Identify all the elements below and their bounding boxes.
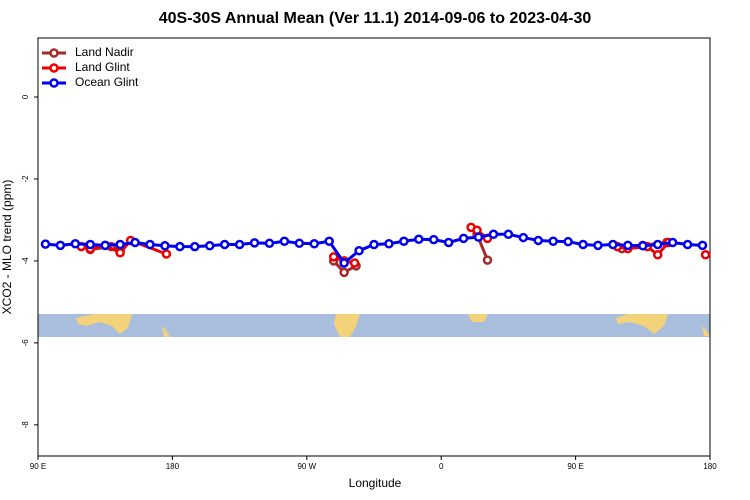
data-point xyxy=(40,239,51,249)
data-point xyxy=(518,232,529,243)
data-point xyxy=(700,250,711,260)
data-point xyxy=(623,240,633,251)
x-axis-label: Longitude xyxy=(349,476,402,490)
data-point xyxy=(667,237,678,248)
map-strip xyxy=(38,314,710,337)
data-point xyxy=(115,247,125,258)
data-point xyxy=(234,239,245,250)
legend-label: Land Glint xyxy=(75,60,130,74)
data-point xyxy=(219,239,230,250)
y-tick-label: 0 xyxy=(21,94,30,99)
data-point xyxy=(324,236,334,247)
data-point xyxy=(563,236,573,247)
data-point xyxy=(488,229,499,240)
x-tick-label: 90 E xyxy=(30,462,46,471)
data-point xyxy=(384,238,394,249)
data-point xyxy=(349,258,360,268)
data-point xyxy=(339,258,349,268)
y-axis-label: XCO2 - MLO trend (ppm) xyxy=(0,180,14,315)
data-point xyxy=(578,239,588,250)
plot-frame xyxy=(37,37,711,457)
data-point xyxy=(458,233,469,244)
data-point xyxy=(264,238,275,249)
data-point xyxy=(161,249,172,259)
data-point xyxy=(428,234,439,245)
data-point xyxy=(443,237,454,248)
legend-marker xyxy=(49,48,59,58)
data-point xyxy=(85,239,96,250)
y-tick-label: -8 xyxy=(21,421,30,429)
y-tick-label: -4 xyxy=(21,257,30,265)
data-point xyxy=(145,239,155,250)
data-point xyxy=(339,267,349,278)
data-point xyxy=(279,236,290,247)
data-point xyxy=(503,229,514,240)
data-point xyxy=(309,238,320,249)
data-point xyxy=(249,238,260,248)
x-tick-label: 0 xyxy=(439,462,444,471)
data-point xyxy=(682,239,693,250)
x-tick-label: 180 xyxy=(166,462,180,471)
data-point xyxy=(160,241,170,251)
legend-label: Land Nadir xyxy=(75,45,134,59)
data-point xyxy=(294,238,305,249)
data-point xyxy=(369,239,379,250)
data-point xyxy=(533,235,544,246)
data-point xyxy=(414,234,424,244)
data-point xyxy=(354,245,364,256)
data-point xyxy=(608,239,618,250)
legend-marker xyxy=(49,63,59,73)
data-point xyxy=(482,255,493,265)
data-point xyxy=(70,238,81,249)
data-point xyxy=(190,241,200,252)
data-point xyxy=(399,236,409,247)
data-point xyxy=(548,236,558,247)
data-point xyxy=(130,237,140,248)
data-point xyxy=(638,241,648,251)
data-point xyxy=(100,240,110,251)
legend-marker xyxy=(49,78,59,88)
data-point xyxy=(652,239,663,250)
data-point xyxy=(204,241,215,251)
chart-title: 40S-30S Annual Mean (Ver 11.1) 2014-09-0… xyxy=(159,10,592,27)
data-point xyxy=(115,239,125,250)
data-point xyxy=(175,241,185,252)
data-point xyxy=(473,232,484,242)
legend-label: Ocean Glint xyxy=(75,75,139,89)
data-point xyxy=(55,240,66,251)
x-tick-label: 180 xyxy=(703,462,717,471)
y-tick-label: -2 xyxy=(21,175,30,183)
y-tick-label: -6 xyxy=(21,339,30,347)
data-point xyxy=(593,240,603,251)
data-point xyxy=(328,252,339,262)
x-tick-label: 90 W xyxy=(297,462,316,471)
data-point xyxy=(697,240,708,251)
data-point xyxy=(652,250,663,260)
x-tick-label: 90 E xyxy=(567,462,583,471)
